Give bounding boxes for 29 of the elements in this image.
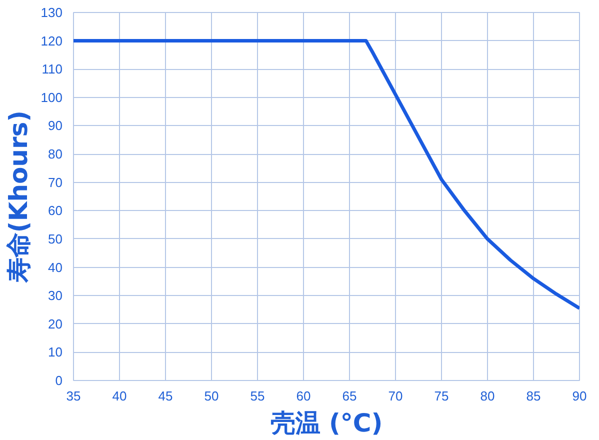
x-tick-label: 40 xyxy=(112,388,127,404)
y-tick-label: 90 xyxy=(48,118,63,134)
y-tick-label: 120 xyxy=(40,33,63,48)
y-tick-label: 50 xyxy=(48,231,63,246)
y-tick-label: 0 xyxy=(55,373,63,388)
line-series xyxy=(74,39,580,310)
y-tick-label: 40 xyxy=(48,260,63,275)
x-tick-label: 80 xyxy=(480,388,495,404)
y-tick-label: 130 xyxy=(40,5,63,20)
y-tick-label: 110 xyxy=(42,62,63,77)
y-tick-label: 30 xyxy=(48,288,63,304)
x-tick-label: 55 xyxy=(250,388,265,404)
x-tick-label: 85 xyxy=(526,388,541,404)
x-tick-label: 35 xyxy=(66,388,81,404)
x-tick-label: 90 xyxy=(572,388,587,404)
x-tick-label: 75 xyxy=(434,388,449,404)
y-tick-label: 20 xyxy=(48,316,63,332)
x-tick-label: 45 xyxy=(158,388,173,404)
y-tick-label: 60 xyxy=(48,203,63,218)
y-tick-label: 100 xyxy=(40,90,63,105)
y-tick-label: 80 xyxy=(48,146,63,162)
x-tick-label: 50 xyxy=(204,388,219,404)
y-tick-label: 10 xyxy=(48,344,63,360)
y-tick-label: 70 xyxy=(48,174,63,190)
x-tick-label: 60 xyxy=(296,388,311,404)
y-axis-title: 寿命(Khours) xyxy=(4,110,33,284)
x-axis-title: 壳温 (°C) xyxy=(270,408,383,438)
x-tick-label: 65 xyxy=(342,388,357,404)
x-tick-label: 70 xyxy=(388,388,403,404)
